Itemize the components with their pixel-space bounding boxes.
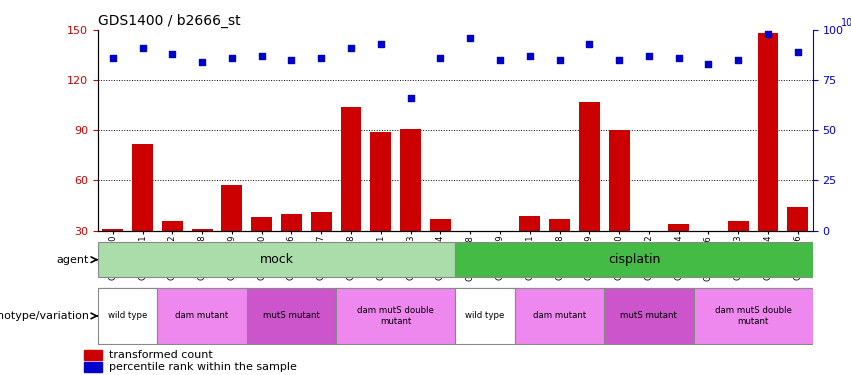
Point [553,57,567,63]
Bar [460,231,481,281]
Text: cisplatin: cisplatin [608,253,660,266]
Text: dam mutS double
mutant: dam mutS double mutant [357,306,434,326]
Point [612,57,625,63]
Bar [430,219,451,281]
Point [344,45,357,51]
Text: transformed count: transformed count [110,350,214,360]
Point [136,45,150,51]
Bar [336,288,455,344]
Bar [489,257,511,281]
Bar [608,130,630,281]
Text: dam mutant: dam mutant [175,311,229,320]
Point [761,31,774,37]
Text: mock: mock [260,253,294,266]
Bar [84,350,102,360]
Text: percentile rank within the sample: percentile rank within the sample [110,362,297,372]
Bar [98,288,157,344]
Bar [515,288,604,344]
Point [315,55,328,61]
Point [672,55,686,61]
Bar [728,220,749,281]
Text: wild type: wild type [465,311,505,320]
Bar [400,129,421,281]
Bar [787,207,808,281]
Bar [519,216,540,281]
Point [731,57,745,63]
Bar [311,212,332,281]
Text: wild type: wild type [108,311,147,320]
Point [493,57,506,63]
Text: mutS mutant: mutS mutant [263,311,320,320]
Point [701,61,715,67]
Point [255,53,269,59]
Text: agent: agent [56,255,89,265]
Bar [549,219,570,281]
Bar [281,214,302,281]
Bar [668,224,689,281]
Bar [191,229,213,281]
Point [523,53,536,59]
Bar [455,288,515,344]
Text: GDS1400 / b2666_st: GDS1400 / b2666_st [98,13,241,28]
Text: genotype/variation: genotype/variation [0,311,89,321]
Bar [757,33,779,281]
Point [642,53,655,59]
Point [791,49,805,55]
Point [433,55,448,61]
Text: 100%: 100% [842,18,851,28]
Point [284,57,298,63]
Bar [370,132,391,281]
Bar [638,231,660,281]
Bar [162,220,183,281]
Point [582,41,596,47]
Bar [455,242,813,278]
Bar [221,186,243,281]
Bar [694,288,813,344]
Bar [157,288,247,344]
Bar [698,234,719,281]
Point [196,59,209,65]
Point [106,55,119,61]
Text: dam mutant: dam mutant [533,311,586,320]
Bar [98,242,455,278]
Bar [247,288,336,344]
Bar [579,102,600,281]
Text: mutS mutant: mutS mutant [620,311,677,320]
Bar [604,288,694,344]
Point [165,51,179,57]
Point [225,55,238,61]
Bar [132,144,153,281]
Bar [251,217,272,281]
Point [403,95,417,101]
Bar [84,362,102,372]
Bar [102,229,123,281]
Text: dam mutS double
mutant: dam mutS double mutant [715,306,791,326]
Point [374,41,387,47]
Bar [340,107,362,281]
Point [463,35,477,41]
